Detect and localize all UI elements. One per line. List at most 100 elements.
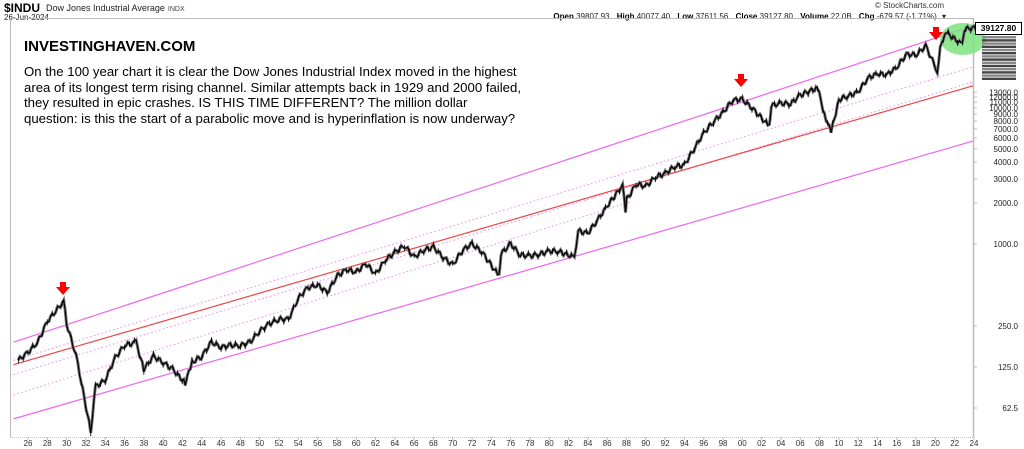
- x-tick-label: 44: [197, 439, 206, 448]
- x-tick-label: 48: [236, 439, 245, 448]
- y-axis: 62.5 125.0 250.0 1000.0 2000.0 3000.0 4000.0 50…: [973, 36, 1019, 413]
- brand-label: INVESTINGHAVEN.COM: [24, 38, 196, 55]
- down-arrow-icon: [734, 74, 748, 87]
- close-label: Close: [735, 12, 758, 21]
- x-tick-label: 50: [255, 439, 264, 448]
- x-tick-label: 92: [661, 439, 670, 448]
- x-tick-label: 90: [641, 439, 650, 448]
- y-tick-label: 11000.0: [990, 98, 1019, 107]
- y-tick-label-dense: [982, 55, 1016, 58]
- x-tick-label: 54: [294, 439, 303, 448]
- high-label: High: [616, 12, 635, 21]
- y-tick-label: 7000.0: [994, 125, 1019, 134]
- y-tick-label-dense: [982, 64, 1016, 68]
- y-tick-label-dense: [982, 71, 1016, 74]
- low-label: Low: [677, 12, 694, 21]
- x-tick-label: 82: [564, 439, 573, 448]
- y-tick-label: 62.5: [1002, 404, 1018, 413]
- upper-dotted-line: [13, 66, 974, 361]
- y-tick-label: 250.0: [998, 322, 1019, 331]
- chart-date: 26-Jun-2024: [4, 13, 49, 22]
- volume-label: Volume: [800, 12, 829, 21]
- x-tick-label: 12: [854, 439, 863, 448]
- x-tick-label: 62: [371, 439, 380, 448]
- ohlc-summary: Open 39807.93 High 40077.40 Low 37611.56…: [548, 12, 946, 21]
- chg-value: -679.57 (-1.71%): [876, 12, 937, 21]
- red-arrows: [56, 27, 943, 295]
- x-tick-label: 60: [352, 439, 361, 448]
- x-tick-label: 04: [776, 439, 785, 448]
- last-price-label: 39127.80: [975, 22, 1022, 35]
- x-tick-label: 68: [429, 439, 438, 448]
- down-arrow-icon: [56, 282, 70, 295]
- x-tick-label: 34: [101, 439, 110, 448]
- low-value: 37611.56: [695, 12, 729, 21]
- mid-channel-line: [13, 85, 974, 366]
- close-value: 39127.80: [759, 12, 793, 21]
- x-tick-label: 58: [332, 439, 341, 448]
- x-tick-label: 66: [410, 439, 419, 448]
- lower-channel-line: [13, 140, 974, 420]
- x-tick-label: 26: [24, 439, 33, 448]
- chg-label: Chg: [858, 12, 875, 21]
- x-tick-label: 78: [526, 439, 535, 448]
- y-tick-label-dense: [982, 77, 1016, 80]
- x-tick-label: 22: [950, 439, 959, 448]
- x-tick-label: 24: [970, 439, 979, 448]
- open-value: 39807.93: [576, 12, 610, 21]
- x-tick-label: 40: [159, 439, 168, 448]
- y-tick-label: 3000.0: [994, 175, 1019, 184]
- x-axis: 26 28 30 32 34 36 38 40 42 44 46 48 50 52 54 56 58 60 62 64…: [24, 437, 979, 448]
- x-tick-label: 18: [912, 439, 921, 448]
- x-tick-label: 36: [120, 439, 129, 448]
- upper-channel-line: [13, 25, 974, 343]
- instrument-name: Dow Jones Industrial Average INDX: [46, 3, 185, 13]
- x-tick-label: 08: [815, 439, 824, 448]
- x-tick-label: 30: [62, 439, 71, 448]
- open-label: Open: [553, 12, 574, 21]
- x-tick-label: 72: [468, 439, 477, 448]
- x-tick-label: 80: [545, 439, 554, 448]
- y-tick-label: 1000.0: [994, 240, 1019, 249]
- x-tick-label: 70: [448, 439, 457, 448]
- x-tick-label: 16: [892, 439, 901, 448]
- exchange: INDX: [167, 6, 185, 13]
- annotation-text: On the 100 year chart it is clear the Do…: [24, 64, 522, 126]
- y-tick-label-dense: [982, 68, 1016, 71]
- y-tick-label: 9000.0: [994, 110, 1019, 119]
- x-tick-label: 20: [931, 439, 940, 448]
- x-tick-label: 88: [622, 439, 631, 448]
- y-tick-label: 8000.0: [994, 117, 1019, 126]
- instrument-name-text: Dow Jones Industrial Average: [46, 3, 165, 13]
- y-tick-label: 2000.0: [994, 199, 1019, 208]
- x-tick-label: 10: [834, 439, 843, 448]
- down-arrow-icon: [929, 27, 943, 40]
- x-tick-label: 76: [506, 439, 515, 448]
- y-tick-label-dense: [982, 74, 1016, 77]
- x-tick-label: 14: [873, 439, 882, 448]
- x-tick-label: 02: [757, 439, 766, 448]
- high-value: 40077.40: [636, 12, 671, 21]
- x-tick-label: 98: [719, 439, 728, 448]
- y-tick-label: 4000.0: [994, 158, 1019, 167]
- y-tick-label-dense: [982, 42, 1016, 45]
- symbol: $INDU: [4, 1, 41, 15]
- chevron-down-icon[interactable]: ▾: [941, 12, 946, 21]
- y-tick-label: 10000.0: [989, 104, 1018, 113]
- lower-dotted-line: [13, 201, 632, 396]
- x-tick-label: 74: [487, 439, 496, 448]
- y-tick-label: 12000.0: [989, 93, 1018, 102]
- x-tick-label: 56: [313, 439, 322, 448]
- x-tick-label: 96: [699, 439, 708, 448]
- y-tick-label-dense: [982, 45, 1016, 48]
- y-tick-label: 5000.0: [994, 145, 1019, 154]
- x-tick-label: 86: [603, 439, 612, 448]
- x-tick-label: 94: [680, 439, 689, 448]
- price-line: [17, 25, 980, 434]
- x-tick-label: 28: [43, 439, 52, 448]
- x-tick-label: 42: [178, 439, 187, 448]
- x-tick-label: 52: [275, 439, 284, 448]
- y-tick-label: 13000.0: [989, 88, 1018, 97]
- y-tick-label-dense: [982, 52, 1016, 55]
